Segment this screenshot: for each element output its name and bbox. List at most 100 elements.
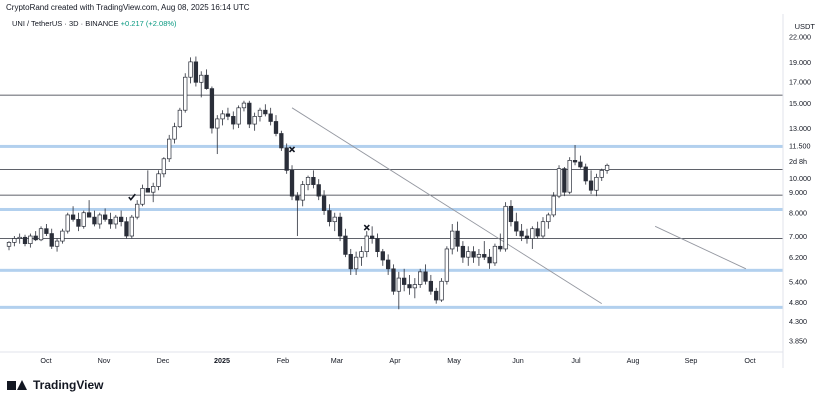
candle-body-up [12,238,17,243]
candle-body-up [444,248,450,282]
candle-100 [540,217,546,239]
candle-54 [295,192,300,237]
candle-77 [418,268,423,288]
candle-35 [193,56,199,87]
time-tick-label: Dec [157,356,170,365]
candle-body-up [172,126,177,140]
candle-20 [113,214,118,229]
candle-body-up [135,203,140,218]
candle-body-down [343,235,348,255]
candle-66 [359,246,364,266]
candle-105 [567,157,572,195]
candle-body-up [215,118,220,129]
candle-98 [530,226,535,249]
candle-body-up [503,205,508,250]
candle-body-up [567,160,572,193]
candle-body-down [471,251,476,258]
candle-24 [135,200,140,220]
candle-body-up [241,102,247,109]
candle-body-down [385,259,391,270]
candle-106 [572,144,578,166]
candle-body-up [17,236,22,239]
candle-body-up [129,216,134,237]
candle-body-up [81,212,86,227]
candle-body-down [284,147,289,171]
candle-93 [503,202,508,252]
support-zone-1 [0,144,783,148]
chart-creator-caption: CryptoRand created with TradingView.com,… [6,3,250,12]
candle-body-up [412,284,417,289]
candle-18 [102,208,108,222]
candle-108 [583,163,588,185]
candle-25 [140,184,145,207]
candle-body-up [599,170,604,178]
candle-body-down [108,219,113,225]
candle-body-up [364,235,369,252]
price-tick-label: 11.500 [789,141,810,150]
candle-99 [535,221,540,239]
candle-37 [204,69,209,90]
candle-28 [156,170,161,191]
candle-38 [209,86,215,134]
candle-13 [76,212,81,232]
candle-body-down [86,212,92,218]
candle-body-down [562,168,567,193]
candle-body-down [102,214,108,220]
candle-body-down [70,214,76,220]
candle-72 [391,264,396,295]
candle-70 [380,248,385,266]
time-tick-label: Aug [627,356,640,365]
candle-73 [396,271,401,310]
candle-97 [524,228,530,244]
candle-107 [578,155,583,169]
candle-103 [556,165,562,199]
candle-body-up [418,271,423,285]
candle-body-up [359,251,364,258]
trendline-1 [654,225,747,270]
candle-body-down [583,166,588,182]
candle-body-up [38,228,44,241]
price-tick-label: 13.000 [789,124,811,133]
trendline-0 [291,107,602,305]
candle-body-up [156,173,161,187]
cross-mark-icon [288,146,296,153]
candle-body-down [268,113,273,122]
candle-63 [343,228,348,258]
candle-body-down [124,221,129,237]
candle-body-down [369,235,375,239]
candle-body-down [423,271,428,282]
candle-60 [327,204,332,227]
candle-5 [33,231,38,242]
candle-80 [434,287,439,304]
candle-58 [316,179,321,201]
candle-39 [215,115,220,155]
candle-body-down [263,109,268,115]
candle-body-down [337,216,343,237]
candle-body-down [407,284,412,289]
candle-7 [44,223,49,237]
candle-92 [498,233,503,252]
candle-body-up [236,107,241,125]
candle-68 [369,226,375,244]
candle-body-up [167,138,172,160]
candle-body-down [348,254,353,270]
candle-90 [487,248,492,269]
candle-body-down [209,88,215,129]
candle-71 [385,254,391,275]
candle-body-down [273,121,279,134]
candle-85 [460,241,466,263]
candle-body-up [353,256,359,270]
candle-body-down [482,254,487,258]
time-tick-label: Jul [571,356,581,365]
candle-body-down [487,256,492,264]
candle-84 [455,221,460,252]
price-tick-label: 4.800 [789,298,807,307]
candle-19 [108,212,113,229]
candle-76 [412,278,417,299]
price-tick-label: 15.000 [789,99,811,108]
candle-body-up [28,235,33,245]
candle-body-up [305,176,311,185]
candle-75 [407,274,412,295]
time-tick-label: May [447,356,461,365]
